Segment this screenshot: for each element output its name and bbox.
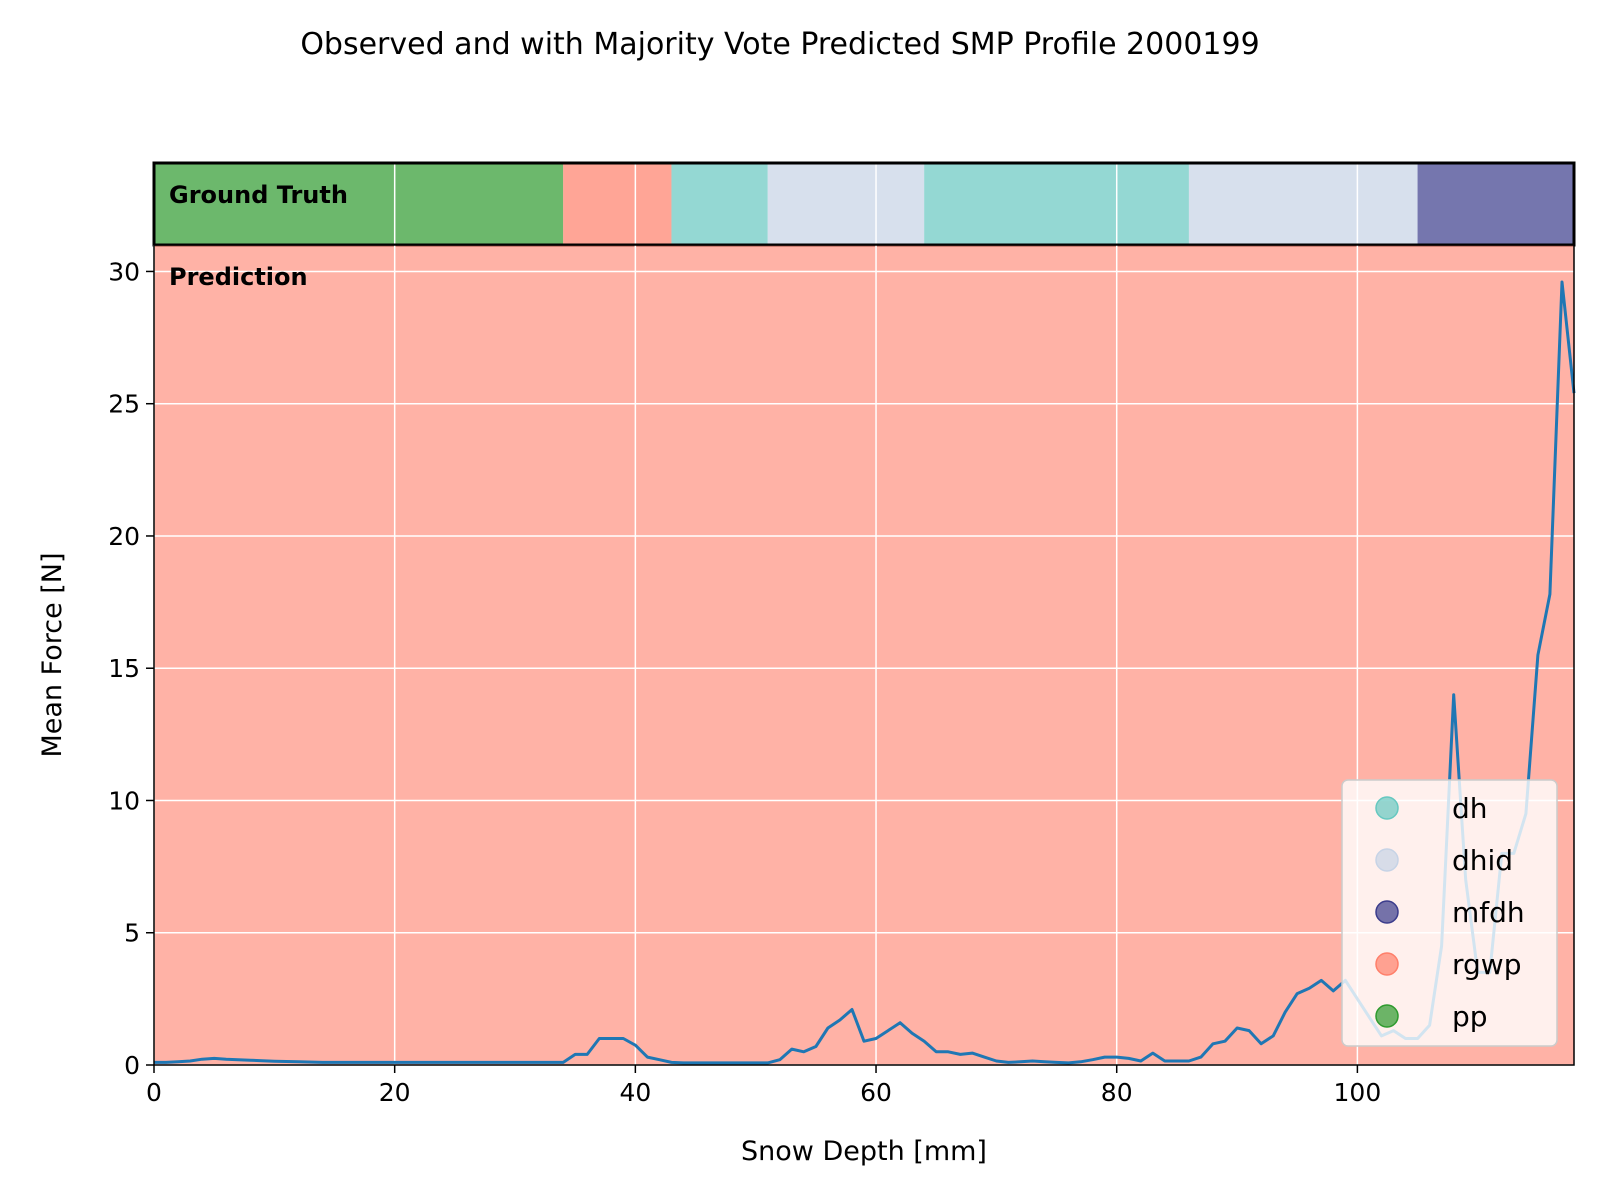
plot-area: Prediction (153, 244, 1576, 1066)
y-axis: 0 5 10 15 20 25 30 (108, 257, 154, 1080)
legend: dh dhid mfdh rgwp pp (1341, 779, 1558, 1047)
legend-marker-pp (1375, 1004, 1399, 1028)
prediction-segment-rgwp (154, 245, 1574, 1065)
x-axis: 0 20 40 60 80 100 (146, 1065, 1381, 1107)
legend-label-dhid: dhid (1452, 844, 1513, 877)
legend-marker-dhid (1375, 848, 1399, 872)
x-tick-label: 60 (860, 1078, 892, 1107)
chart-title: Observed and with Majority Vote Predicte… (300, 27, 1259, 62)
ground-truth-label: Ground Truth (169, 181, 348, 209)
ground-truth-segment-rgwp (563, 163, 672, 245)
y-tick-label: 10 (108, 786, 140, 815)
legend-label-mfdh: mfdh (1452, 896, 1525, 929)
x-tick-label: 80 (1101, 1078, 1133, 1107)
legend-marker-rgwp (1375, 952, 1399, 976)
y-tick-label: 20 (108, 522, 140, 551)
ground-truth-segment-mfdh (1417, 163, 1574, 245)
legend-marker-dh (1375, 796, 1399, 820)
ground-truth-segment-dh (671, 163, 768, 245)
y-tick-label: 30 (108, 257, 140, 286)
ground-truth-segment-dhid (1188, 163, 1418, 245)
ground-truth-segment-dhid (767, 163, 925, 245)
ground-truth-segment-dh (924, 163, 1189, 245)
ground-truth-band: Ground Truth (152, 161, 1576, 247)
x-tick-label: 40 (619, 1078, 651, 1107)
x-tick-label: 0 (146, 1078, 162, 1107)
x-tick-label: 100 (1334, 1078, 1382, 1107)
ground-truth-segment-pp (154, 163, 564, 245)
y-axis-label: Mean Force [N] (37, 552, 68, 757)
y-tick-label: 5 (124, 919, 140, 948)
legend-box (1341, 779, 1558, 1047)
x-axis-label: Snow Depth [mm] (741, 1136, 987, 1167)
prediction-label: Prediction (169, 263, 308, 291)
plot-frame (153, 244, 1575, 1066)
legend-label-dh: dh (1452, 792, 1488, 825)
y-tick-label: 25 (108, 390, 140, 419)
x-tick-label: 20 (379, 1078, 411, 1107)
legend-marker-mfdh (1375, 900, 1399, 924)
y-tick-label: 0 (124, 1051, 140, 1080)
y-tick-label: 15 (108, 654, 140, 683)
legend-label-pp: pp (1452, 1000, 1488, 1033)
legend-label-rgwp: rgwp (1452, 948, 1521, 981)
